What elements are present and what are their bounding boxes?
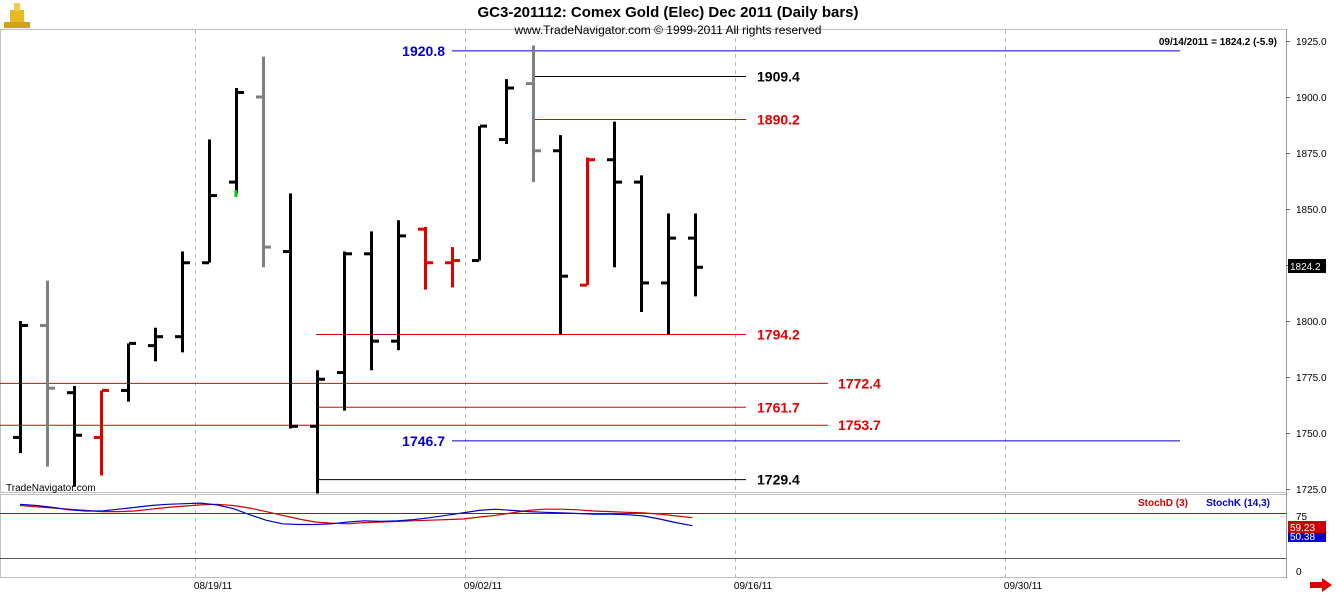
ohlc-bar bbox=[607, 121, 622, 268]
stoch-d-value-label: 59.23 bbox=[1290, 523, 1315, 534]
stoch-panel-frame bbox=[0, 494, 1287, 578]
ohlc-bar bbox=[391, 220, 406, 351]
price-levels: 1920.8 1909.4 1890.2 1794.2 1772.4 1761.7 1753… bbox=[0, 43, 1180, 488]
date-gridlines bbox=[195, 30, 1006, 578]
ohlc-bar bbox=[337, 251, 352, 411]
date-label: 08/19/11 bbox=[194, 581, 233, 592]
ohlc-bar bbox=[67, 385, 82, 487]
price-tick-label: 1900.0 bbox=[1296, 93, 1327, 104]
ohlc-bar bbox=[13, 321, 28, 454]
scroll-right-arrow-icon[interactable] bbox=[1310, 578, 1332, 592]
ohlc-bar bbox=[283, 193, 298, 429]
stoch-axis-0: 0 bbox=[1296, 567, 1302, 578]
price-tick-label: 1775.0 bbox=[1296, 373, 1327, 384]
ohlc-bar bbox=[94, 388, 109, 476]
last-price-box bbox=[1288, 259, 1326, 273]
chart-subtitle: www.TradeNavigator.com © 1999-2011 All r… bbox=[514, 23, 822, 37]
price-level-label: 1761.7 bbox=[757, 399, 800, 415]
ohlc-bar bbox=[634, 175, 649, 313]
price-level-label: 1909.4 bbox=[757, 68, 800, 84]
stoch-k-line bbox=[19, 502, 693, 527]
price-tick-label: 1850.0 bbox=[1296, 205, 1327, 216]
chart-title: GC3-201112: Comex Gold (Elec) Dec 2011 (… bbox=[477, 4, 858, 21]
ohlc-bar bbox=[229, 88, 244, 194]
price-tick-label: 1875.0 bbox=[1296, 149, 1327, 160]
info-box bbox=[1138, 34, 1280, 48]
price-panel-frame bbox=[0, 29, 1287, 493]
ohlc-bar bbox=[310, 370, 325, 494]
ohlc-bar bbox=[499, 79, 514, 145]
date-label: 09/30/11 bbox=[1004, 581, 1043, 592]
ohlc-bar bbox=[418, 226, 433, 290]
stoch-d-legend: StochD (3) bbox=[1138, 498, 1188, 509]
stoch-d-value-box bbox=[1288, 521, 1326, 533]
ohlc-bar bbox=[40, 280, 55, 467]
tradenavigator-logo-icon bbox=[4, 3, 30, 28]
ohlc-bar bbox=[526, 45, 541, 183]
ohlc-bar bbox=[661, 213, 676, 335]
stoch-axis-75: 75 bbox=[1296, 512, 1308, 523]
watermark: TradeNavigator.com bbox=[6, 483, 96, 494]
ohlc-bar bbox=[580, 157, 595, 287]
ohlc-bar bbox=[121, 341, 136, 402]
price-level-label: 1729.4 bbox=[757, 472, 800, 488]
price-level-label: 1753.7 bbox=[838, 417, 881, 433]
price-level-label: 1746.7 bbox=[402, 433, 445, 449]
stoch-k-legend: StochK (14,3) bbox=[1206, 498, 1270, 509]
ohlc-bar bbox=[256, 56, 271, 268]
price-level-label: 1890.2 bbox=[757, 111, 800, 127]
ohlc-bars bbox=[13, 45, 703, 494]
ohlc-bar bbox=[553, 135, 568, 335]
price-level-label: 1772.4 bbox=[838, 375, 881, 391]
ohlc-bar bbox=[688, 213, 703, 297]
price-tick-label: 1925.0 bbox=[1296, 37, 1327, 48]
stoch-d-line bbox=[19, 503, 693, 525]
price-tick-label: 1750.0 bbox=[1296, 429, 1327, 440]
info-box-text: 09/14/2011 = 1824.2 (-5.9) bbox=[1159, 37, 1277, 48]
date-axis-labels: 08/19/11 09/02/11 09/16/11 09/30/11 bbox=[194, 581, 1043, 592]
date-label: 09/02/11 bbox=[464, 581, 503, 592]
date-label: 09/16/11 bbox=[734, 581, 773, 592]
ohlc-bar bbox=[445, 247, 460, 288]
price-tick-label: 1800.0 bbox=[1296, 317, 1327, 328]
price-level-label: 1920.8 bbox=[402, 43, 445, 59]
ohlc-bar bbox=[175, 251, 190, 353]
stoch-k-value-label: 50.38 bbox=[1290, 532, 1315, 543]
price-level-label: 1794.2 bbox=[757, 326, 800, 342]
ohlc-bar bbox=[148, 327, 163, 362]
last-price-label: 1824.2 bbox=[1290, 262, 1321, 273]
ohlc-bar bbox=[202, 139, 217, 265]
price-tick-label: 1725.0 bbox=[1296, 485, 1327, 496]
ohlc-bar bbox=[364, 231, 379, 371]
ohlc-bar bbox=[472, 124, 487, 263]
